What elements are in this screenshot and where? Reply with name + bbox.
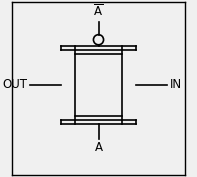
Text: IN: IN bbox=[170, 78, 182, 91]
Text: $\overline{\rm A}$: $\overline{\rm A}$ bbox=[94, 4, 103, 19]
Text: A: A bbox=[95, 141, 102, 154]
Bar bbox=[75, 54, 122, 116]
Text: OUT: OUT bbox=[2, 78, 27, 91]
